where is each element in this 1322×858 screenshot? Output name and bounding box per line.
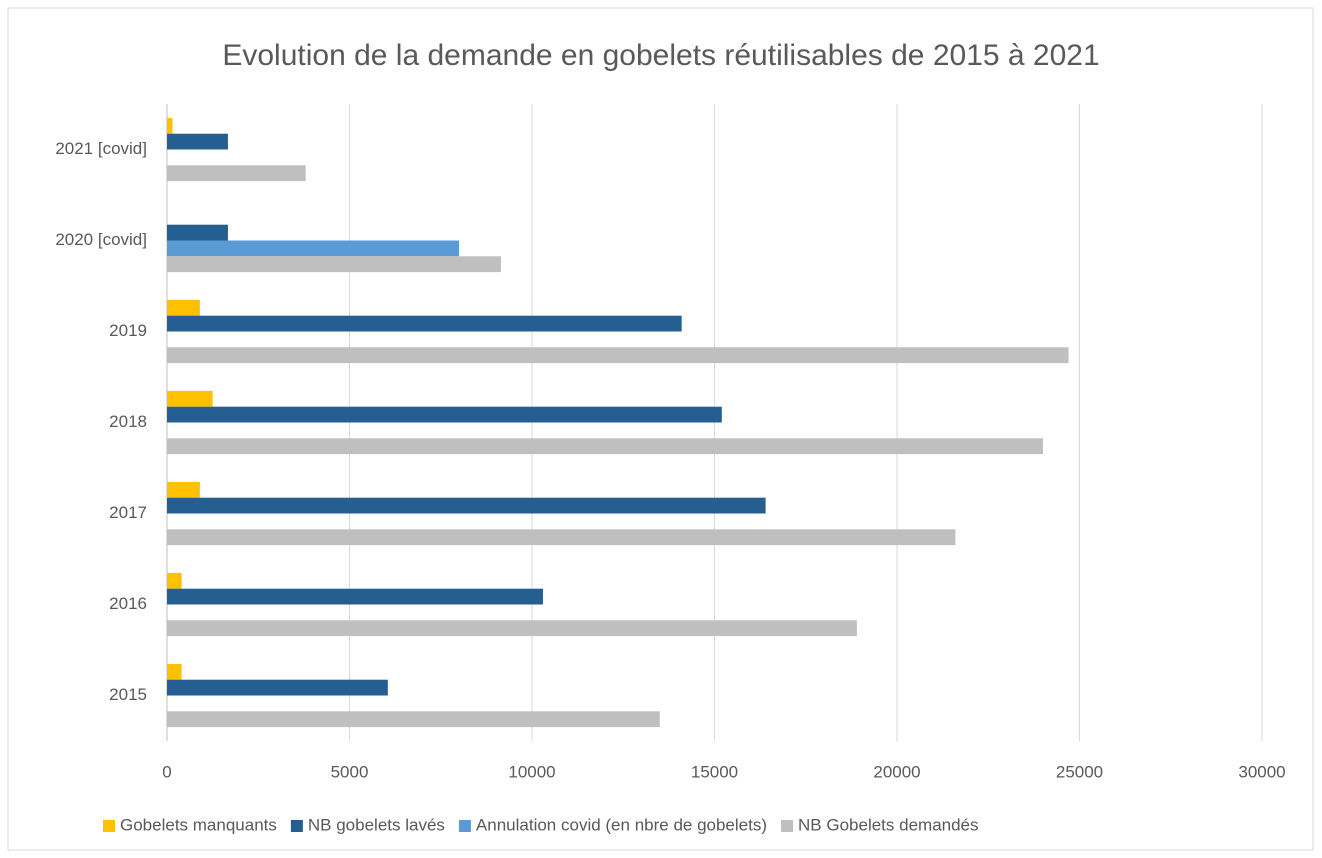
- bar: [167, 133, 228, 150]
- bar: [167, 315, 682, 332]
- legend-swatch: [458, 820, 471, 832]
- bar: [167, 347, 1069, 364]
- legend-label: NB gobelets lavés: [308, 815, 445, 834]
- bar: [167, 620, 857, 637]
- bar: [167, 406, 722, 423]
- bar: [167, 663, 182, 680]
- x-tick-label: 5000: [331, 762, 369, 781]
- x-tick-label: 20000: [873, 762, 920, 781]
- x-tick-label: 0: [162, 762, 171, 781]
- bar: [167, 529, 956, 546]
- bar: [167, 117, 173, 134]
- bar: [167, 240, 459, 257]
- bar: [167, 497, 766, 514]
- x-tick-label: 10000: [508, 762, 555, 781]
- y-tick-label: 2021 [covid]: [55, 139, 147, 158]
- y-tick-label: 2020 [covid]: [55, 230, 147, 249]
- legend-swatch: [781, 820, 794, 832]
- bar: [167, 299, 200, 316]
- bar: [167, 588, 543, 605]
- bar: [167, 711, 660, 728]
- x-tick-label: 25000: [1056, 762, 1103, 781]
- bar: [167, 438, 1043, 455]
- legend-swatch: [290, 820, 303, 832]
- y-tick-label: 2019: [109, 321, 147, 340]
- bar: [167, 679, 388, 696]
- bar: [167, 224, 228, 241]
- bar: [167, 165, 306, 182]
- y-tick-label: 2017: [109, 503, 147, 522]
- legend-label: Gobelets manquants: [120, 815, 277, 834]
- bar: [167, 390, 213, 407]
- y-tick-label: 2015: [109, 685, 147, 704]
- legend-label: Annulation covid (en nbre de gobelets): [476, 815, 767, 834]
- chart-title: Evolution de la demande en gobelets réut…: [222, 39, 1099, 72]
- y-tick-label: 2016: [109, 594, 147, 613]
- legend-label: NB Gobelets demandés: [798, 815, 979, 834]
- x-tick-label: 15000: [691, 762, 738, 781]
- y-tick-label: 2018: [109, 412, 147, 431]
- bar: [167, 572, 182, 589]
- legend-swatch: [103, 820, 115, 832]
- bar: [167, 256, 501, 273]
- bar: [167, 481, 200, 498]
- x-tick-label: 30000: [1238, 762, 1285, 781]
